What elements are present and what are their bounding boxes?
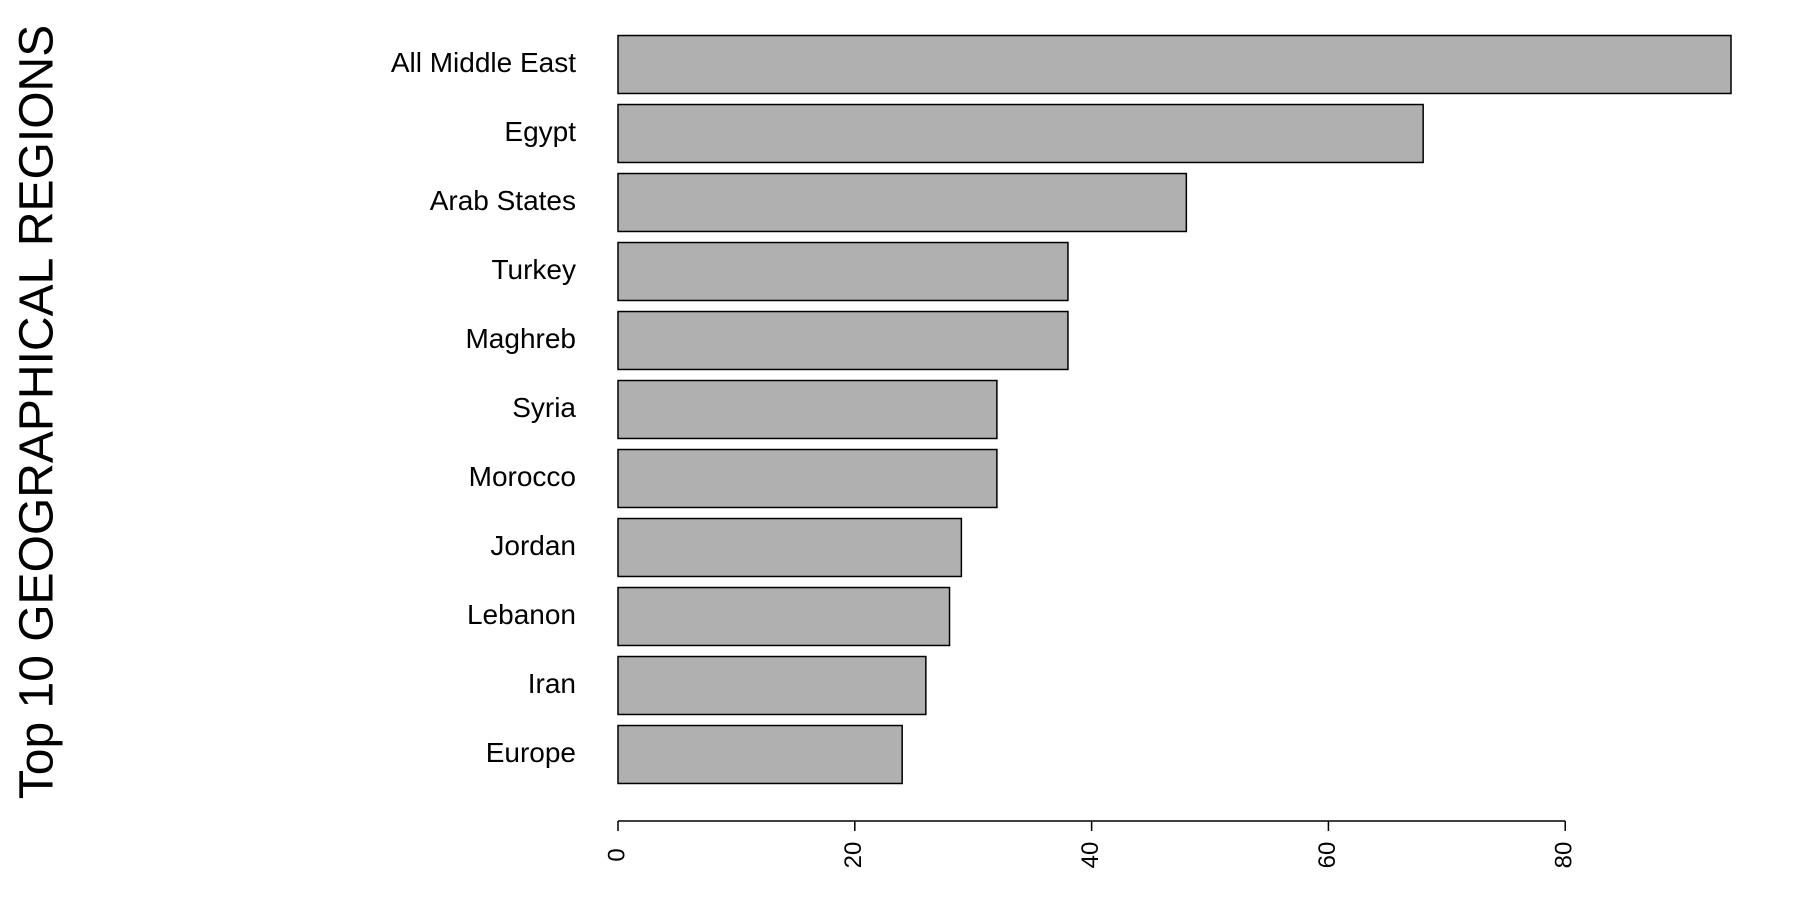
y-tick-label: Lebanon	[467, 599, 576, 630]
x-tick-label: 40	[1077, 842, 1104, 869]
bar	[617, 172, 1188, 233]
bar	[617, 586, 951, 647]
x-tick-label: 0	[603, 848, 630, 861]
y-tick-label: Morocco	[469, 461, 576, 492]
y-tick-label: Syria	[512, 392, 576, 423]
bar	[617, 103, 1424, 164]
y-tick-label: Arab States	[430, 185, 576, 216]
y-tick-label: Maghreb	[465, 323, 576, 354]
bar	[617, 241, 1069, 302]
bar	[617, 724, 903, 785]
y-tick-label: All Middle East	[391, 47, 576, 78]
x-tick-label: 20	[840, 842, 867, 869]
bar	[617, 517, 963, 578]
y-axis-title: Top 10 GEOGRAPHICAL REGIONS	[11, 25, 64, 799]
y-tick-label: Turkey	[491, 254, 576, 285]
bar	[617, 310, 1069, 371]
y-tick-label: Jordan	[490, 530, 576, 561]
bar	[617, 655, 927, 716]
y-tick-label: Iran	[528, 668, 576, 699]
y-tick-label: Egypt	[504, 116, 576, 147]
y-tick-label: Europe	[486, 737, 576, 768]
bar	[617, 448, 998, 509]
bar	[617, 379, 998, 440]
x-tick-label: 80	[1551, 842, 1578, 869]
bar	[617, 34, 1732, 95]
x-tick-label: 60	[1314, 842, 1341, 869]
